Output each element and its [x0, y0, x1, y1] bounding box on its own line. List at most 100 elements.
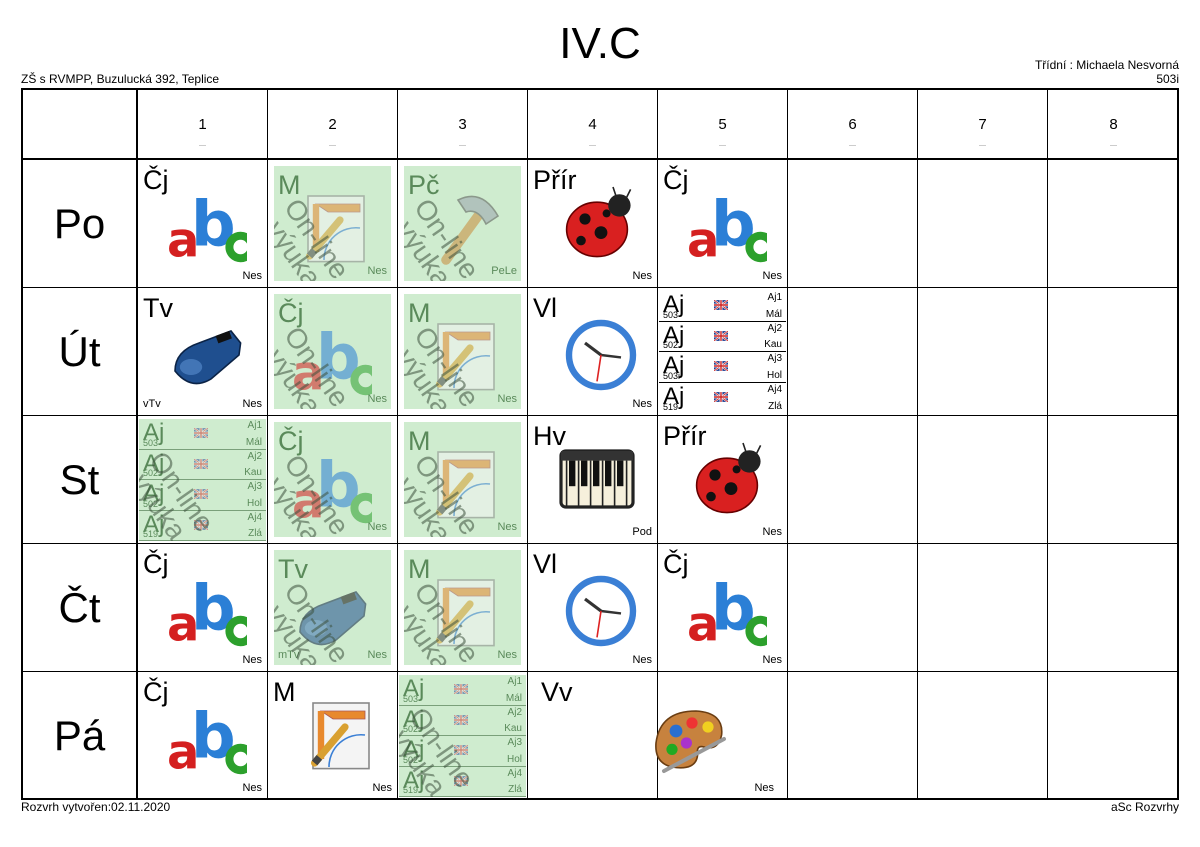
svg-text:a: a	[687, 213, 719, 263]
lesson-subject: Čj	[663, 549, 689, 579]
day-name: Pá	[53, 712, 106, 759]
group-lesson[interactable]: Aj 519 Aj4 Zlá	[659, 383, 786, 414]
piano-keys-icon	[559, 449, 635, 509]
timetable-cell	[138, 416, 268, 544]
group-room: 502	[143, 468, 159, 478]
day-label-1: Út	[23, 288, 138, 416]
group-subject: Aj	[663, 382, 685, 410]
geometry-tools-icon	[436, 323, 495, 391]
split-lesson-pa3[interactable]: Aj 503 Aj1 Mál Aj 502 Aj2 Kau Aj 502 Aj3 Hol Aj 519 Aj…	[399, 675, 526, 797]
group-teacher: Kau	[764, 339, 782, 350]
abc-letters-icon: ab	[292, 448, 372, 524]
ladybug-icon	[695, 442, 762, 514]
uk-flag-icon	[194, 489, 208, 499]
lesson-teacher: PeLe	[491, 265, 517, 277]
lesson-po1[interactable]: a b Čj Nes	[139, 161, 266, 286]
group-room: 503	[663, 309, 679, 320]
lesson-pa45[interactable]: Vv Nes	[529, 673, 786, 798]
svg-text:a: a	[167, 725, 199, 775]
group-lesson[interactable]: Aj 519 Aj4 Zlá	[139, 511, 266, 541]
period-number: 3	[458, 116, 467, 133]
svg-text:a: a	[292, 474, 324, 524]
group-teacher: Hol	[246, 497, 262, 509]
lesson-po2[interactable]: M Nes On-line výuka	[274, 166, 391, 281]
lesson-teacher: Nes	[632, 270, 652, 282]
geometry-tools-icon	[306, 195, 365, 263]
lesson-ct4[interactable]: Vl Nes	[529, 545, 656, 670]
split-lesson-st1[interactable]: Aj 503 Aj1 Mál Aj 502 Aj2 Kau Aj 502 Aj3 Hol Aj 519 Aj…	[139, 419, 266, 541]
group-lesson[interactable]: Aj 502 Aj2 Kau	[399, 705, 526, 736]
group-subject: Aj	[403, 766, 425, 794]
timetable-cell	[268, 416, 398, 544]
period-time: —	[459, 142, 466, 149]
lesson-subject: M	[408, 426, 431, 456]
group-lesson[interactable]: Aj 502 Aj2 Kau	[139, 450, 266, 480]
group-subject: Aj	[403, 705, 425, 733]
timetable-cell	[1048, 160, 1179, 288]
lesson-teacher: Nes	[242, 398, 262, 410]
lesson-subject: M	[408, 554, 431, 584]
class-title: IV.C	[559, 19, 641, 68]
lesson-ct3[interactable]: M Nes On-line výuka	[404, 550, 521, 665]
lesson-subject: Tv	[143, 293, 173, 323]
lesson-pa2[interactable]: M Nes	[269, 673, 396, 798]
group-room: 519	[403, 785, 419, 795]
lesson-pa1[interactable]: a b Čj Nes	[139, 673, 266, 798]
lesson-subject: Čj	[143, 677, 169, 707]
paint-palette-icon	[655, 710, 726, 773]
lesson-ct2[interactable]: Tv Nes mTv On-line výuka	[274, 550, 391, 665]
split-lesson-ut5[interactable]: Aj 503 Aj1 Mál Aj 502 Aj2 Kau Aj 503i Aj3 Hol Aj 519 A…	[659, 291, 786, 413]
lesson-st3[interactable]: M Nes On-line výuka	[404, 422, 521, 537]
geometry-tools-icon	[311, 702, 370, 770]
group-name: Aj3	[247, 481, 262, 492]
timetable-cell	[918, 416, 1048, 544]
group-lesson[interactable]: Aj 503 Aj1 Mál	[399, 675, 526, 706]
group-teacher: Hol	[506, 753, 522, 765]
hammer-icon	[441, 195, 500, 265]
uk-flag-icon	[194, 458, 208, 469]
day-name: Po	[53, 200, 106, 247]
timetable-cell	[268, 544, 398, 672]
timetable-cell	[138, 544, 268, 672]
lesson-po4[interactable]: Přír Nes	[529, 161, 656, 286]
timetable-cell	[1048, 416, 1179, 544]
lesson-po3[interactable]: Pč PeLe On-line výuka	[404, 166, 521, 281]
lesson-subject: Vl	[533, 549, 558, 579]
period-header-8: 8—	[1048, 90, 1179, 160]
corner-cell	[23, 90, 138, 160]
group-lesson[interactable]: Aj 503 Aj1 Mál	[139, 419, 266, 450]
lesson-st2[interactable]: a b Čj Nes On-line výuka	[274, 422, 391, 537]
geometry-tools-icon	[436, 579, 495, 647]
timetable-cell	[918, 544, 1048, 672]
period-time: —	[849, 142, 856, 149]
lesson-st4[interactable]: Hv Pod	[529, 417, 656, 542]
lesson-group: mTv	[278, 649, 300, 661]
period-number: 7	[978, 116, 987, 133]
lesson-po5[interactable]: a b Čj Nes	[659, 161, 786, 286]
timetable-cell	[788, 416, 918, 544]
lesson-st5[interactable]: Přír Nes	[659, 417, 786, 542]
group-teacher: Mál	[245, 436, 262, 448]
class-teacher-name: Třídní : Michaela Nesvorná	[1034, 58, 1179, 72]
geometry-tools-icon	[436, 451, 495, 519]
group-lesson[interactable]: Aj 503i Aj3 Hol	[659, 352, 786, 383]
group-name: Aj4	[767, 383, 782, 395]
group-lesson[interactable]: Aj 519 Aj4 Zlá	[399, 766, 526, 797]
lesson-ut4[interactable]: Vl Nes	[529, 289, 656, 414]
group-lesson[interactable]: Aj 502 Aj3 Hol	[399, 736, 526, 767]
timetable-cell	[658, 160, 788, 288]
lesson-ct1[interactable]: a b Čj Nes	[139, 545, 266, 670]
group-lesson[interactable]: Aj 503 Aj1 Mál	[659, 291, 786, 322]
uk-flag-icon	[454, 775, 468, 786]
school-name: ZŠ s RVMPP, Buzulucká 392, Teplice	[21, 72, 220, 86]
clock-icon	[565, 319, 637, 391]
lesson-ct5[interactable]: a b Čj Nes	[659, 545, 786, 670]
lesson-ut3[interactable]: M Nes On-line výuka	[404, 294, 521, 409]
timetable-cell	[528, 288, 658, 416]
group-lesson[interactable]: Aj 502 Aj2 Kau	[659, 322, 786, 352]
created-date: Rozvrh vytvořen:02.11.2020	[21, 800, 171, 814]
lesson-ut1[interactable]: Tv Nes vTv	[139, 289, 266, 414]
lesson-ut2[interactable]: a b Čj Nes On-line výuka	[274, 294, 391, 409]
group-lesson[interactable]: Aj 502 Aj3 Hol	[139, 480, 266, 511]
group-room: 519	[143, 529, 159, 539]
